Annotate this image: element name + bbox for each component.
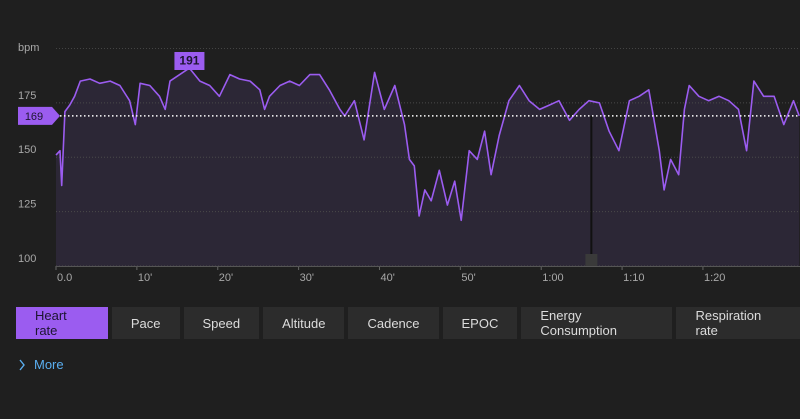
x-tick-label: 10'	[138, 272, 152, 284]
x-tick-label: 1:00	[542, 272, 563, 284]
area	[56, 68, 800, 266]
cursor-handle	[585, 254, 598, 266]
average-badge	[18, 106, 60, 125]
x-tick-label: 40'	[380, 272, 394, 284]
max-label: 191	[179, 54, 199, 68]
tab[interactable]: Altitude	[263, 307, 345, 339]
tab[interactable]: Respiration rate	[676, 307, 800, 339]
heart-rate-line	[55, 67, 800, 222]
y-tick-label: 125	[18, 199, 36, 211]
tab[interactable]: EPOC	[442, 307, 518, 339]
x-tick-label: 1:10	[623, 272, 644, 284]
tab[interactable]: Speed	[183, 307, 260, 339]
tab[interactable]: Energy Consumption	[521, 307, 673, 339]
y-axis-label: bpm	[18, 42, 39, 54]
x-tick-label: 1:20	[704, 272, 725, 284]
y-tick-label: 100	[18, 253, 36, 265]
max-badge	[174, 52, 205, 70]
tab[interactable]: Heart rate	[16, 307, 108, 339]
y-tick-label: 175	[18, 90, 36, 102]
average-label: 169	[25, 111, 43, 123]
tab-bar: Heart rate Pace Speed Altitude Cadence EPOC En…	[16, 307, 800, 339]
chevron	[19, 359, 25, 370]
x-tick-label: 0.0	[57, 272, 72, 284]
y-tick-label: 150	[18, 144, 36, 156]
more-link[interactable]: More	[18, 357, 64, 372]
tab[interactable]: Pace	[111, 307, 180, 339]
chart: bpm 100 125 150 175 0.0 10' 20' 30' 40' 50' 1:00 1:…	[18, 42, 800, 284]
x-tick-label: 50'	[461, 272, 475, 284]
x-tick-label: 30'	[300, 272, 314, 284]
tab[interactable]: Cadence	[348, 307, 439, 339]
more-text[interactable]: More	[34, 357, 64, 372]
x-tick-label: 20'	[219, 272, 233, 284]
